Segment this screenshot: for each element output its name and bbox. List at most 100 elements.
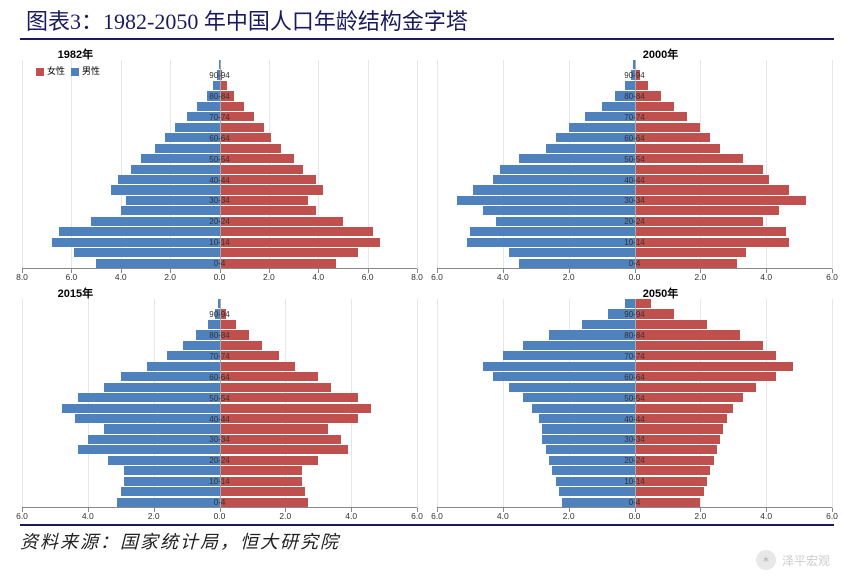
bar-male <box>78 445 220 454</box>
age-label: 40-44 <box>209 176 229 185</box>
panel-title: 2015年 <box>58 285 93 301</box>
age-label: 20-24 <box>209 217 229 226</box>
bar-male <box>625 299 635 308</box>
bar-male <box>532 404 634 413</box>
bar-female <box>635 435 721 444</box>
bar-male <box>108 456 220 465</box>
chart-title: 图表3：1982-2050 年中国人口年龄结构金字塔 <box>20 4 834 40</box>
bar-male <box>546 445 635 454</box>
bar-female <box>220 248 358 257</box>
age-label: 80-84 <box>624 92 644 101</box>
bar-male <box>569 123 635 132</box>
bar-female <box>220 144 282 153</box>
bar-female <box>220 227 373 236</box>
age-label: 70-74 <box>624 113 644 122</box>
x-tick-label: 0.0 <box>214 272 226 282</box>
x-tick-label: 8.0 <box>411 272 423 282</box>
x-tick-label: 6.0 <box>431 511 443 521</box>
panel-p2050: 2050年0-410-1420-2430-3440-4450-5460-6470… <box>427 283 842 522</box>
age-label: 70-74 <box>624 352 644 361</box>
x-axis: 6.04.02.00.02.04.06.0 <box>22 507 417 522</box>
x-tick-label: 2.0 <box>694 272 706 282</box>
bar-female <box>220 123 264 132</box>
bar-male <box>52 238 220 247</box>
age-label: 50-54 <box>624 155 644 164</box>
bar-male <box>88 435 220 444</box>
x-tick-label: 4.0 <box>497 272 509 282</box>
bar-male <box>509 248 634 257</box>
bar-male <box>124 466 219 475</box>
age-label: 60-64 <box>624 373 644 382</box>
watermark: ✶ 泽平宏观 <box>756 550 830 570</box>
bar-male <box>523 393 635 402</box>
bar-male <box>519 259 634 268</box>
bar-female <box>635 144 721 153</box>
x-axis: 8.06.04.02.00.02.04.06.08.0 <box>22 268 417 283</box>
bar-male <box>523 341 635 350</box>
x-tick-label: 4.0 <box>115 272 127 282</box>
bar-female <box>220 477 302 486</box>
bar-female <box>220 456 319 465</box>
age-label: 20-24 <box>624 217 644 226</box>
age-label: 40-44 <box>624 415 644 424</box>
bar-female <box>220 466 302 475</box>
bar-female <box>220 414 358 423</box>
bar-female <box>220 154 294 163</box>
age-label: 20-24 <box>624 456 644 465</box>
bar-male <box>208 320 220 329</box>
x-tick-label: 4.0 <box>345 511 357 521</box>
bar-female <box>635 351 777 360</box>
bar-male <box>62 404 220 413</box>
bar-male <box>111 185 220 194</box>
panel-p1982: 1982年女性男性0-410-1420-2430-3440-4450-5460-… <box>12 44 427 283</box>
bar-female <box>635 217 763 226</box>
bar-male <box>121 206 220 215</box>
age-label: 30-34 <box>624 435 644 444</box>
bar-male <box>121 372 220 381</box>
x-tick-label: 2.0 <box>148 511 160 521</box>
age-label: 50-54 <box>624 394 644 403</box>
bar-male <box>549 330 635 339</box>
bar-female <box>635 445 717 454</box>
age-label: 40-44 <box>209 415 229 424</box>
wechat-icon: ✶ <box>756 550 776 570</box>
bar-female <box>220 435 342 444</box>
age-label: 90-94 <box>209 71 229 80</box>
bar-male <box>625 81 635 90</box>
bar-female <box>635 372 777 381</box>
bar-female <box>220 362 296 371</box>
bar-female <box>635 123 701 132</box>
x-tick-label: 2.0 <box>164 272 176 282</box>
bar-male <box>519 154 634 163</box>
bar-male <box>556 133 635 142</box>
bar-female <box>635 248 747 257</box>
bar-female <box>635 404 734 413</box>
age-label: 80-84 <box>209 331 229 340</box>
bar-male <box>104 383 219 392</box>
panel-title: 1982年 <box>58 46 93 62</box>
bar-male <box>131 165 220 174</box>
bar-male <box>552 466 634 475</box>
bar-male <box>121 487 220 496</box>
age-label: 60-64 <box>209 134 229 143</box>
bar-female <box>635 362 793 371</box>
x-tick-label: 2.0 <box>694 511 706 521</box>
bar-female <box>220 404 371 413</box>
bar-male <box>483 206 634 215</box>
bar-male <box>457 196 635 205</box>
bar-male <box>175 123 219 132</box>
x-tick-label: 0.0 <box>629 511 641 521</box>
bar-female <box>220 238 380 247</box>
bar-female <box>220 185 324 194</box>
bar-male <box>183 341 219 350</box>
bar-male <box>602 102 635 111</box>
bar-female <box>635 259 737 268</box>
bar-female <box>220 320 236 329</box>
x-tick-label: 4.0 <box>497 511 509 521</box>
pyramid-plot: 0-410-1420-2430-3440-4450-5460-6470-7480… <box>22 60 417 269</box>
bar-male <box>117 498 219 507</box>
x-tick-label: 4.0 <box>760 272 772 282</box>
bar-female <box>635 477 707 486</box>
x-tick-label: 4.0 <box>312 272 324 282</box>
x-axis: 6.04.02.00.02.04.06.0 <box>437 507 832 522</box>
